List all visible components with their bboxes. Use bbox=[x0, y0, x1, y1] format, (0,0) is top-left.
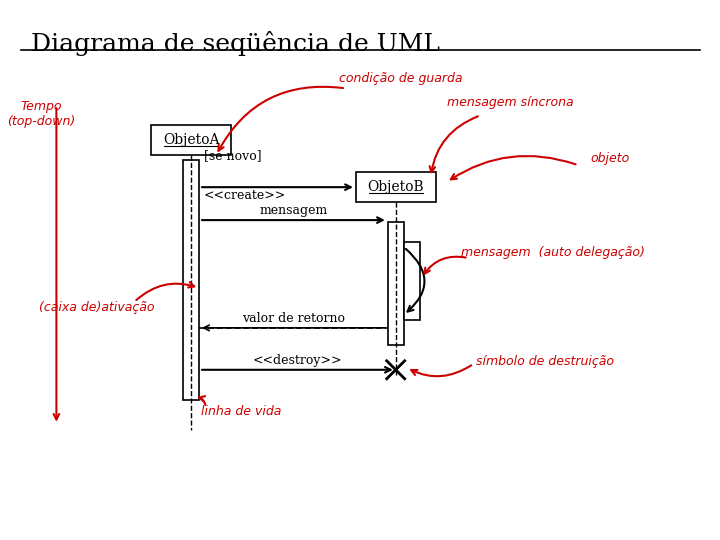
Text: <<create>>: <<create>> bbox=[204, 189, 287, 202]
Bar bbox=[356, 172, 436, 202]
Text: linha de vida: linha de vida bbox=[201, 405, 282, 418]
Text: condição de guarda: condição de guarda bbox=[339, 72, 462, 85]
Text: <<destroy>>: <<destroy>> bbox=[253, 354, 342, 367]
Bar bbox=[387, 222, 404, 345]
Text: Diagrama de seqüência de UML: Diagrama de seqüência de UML bbox=[32, 30, 441, 56]
Text: símbolo de destruição: símbolo de destruição bbox=[475, 355, 613, 368]
Text: mensagem síncrona: mensagem síncrona bbox=[447, 96, 574, 109]
Text: ObjetoA: ObjetoA bbox=[163, 133, 220, 147]
Bar bbox=[183, 160, 199, 400]
Text: (caixa de)ativação: (caixa de)ativação bbox=[39, 301, 154, 314]
Bar bbox=[151, 125, 231, 155]
Text: objeto: objeto bbox=[590, 152, 629, 165]
Text: [se novo]: [se novo] bbox=[204, 149, 262, 162]
Text: mensagem: mensagem bbox=[259, 204, 328, 217]
Text: valor de retorno: valor de retorno bbox=[242, 312, 345, 325]
Text: mensagem  (auto delegação): mensagem (auto delegação) bbox=[461, 246, 644, 259]
Text: Tempo
(top-down): Tempo (top-down) bbox=[7, 100, 76, 129]
Bar bbox=[404, 242, 420, 320]
Text: ObjetoB: ObjetoB bbox=[367, 180, 424, 194]
